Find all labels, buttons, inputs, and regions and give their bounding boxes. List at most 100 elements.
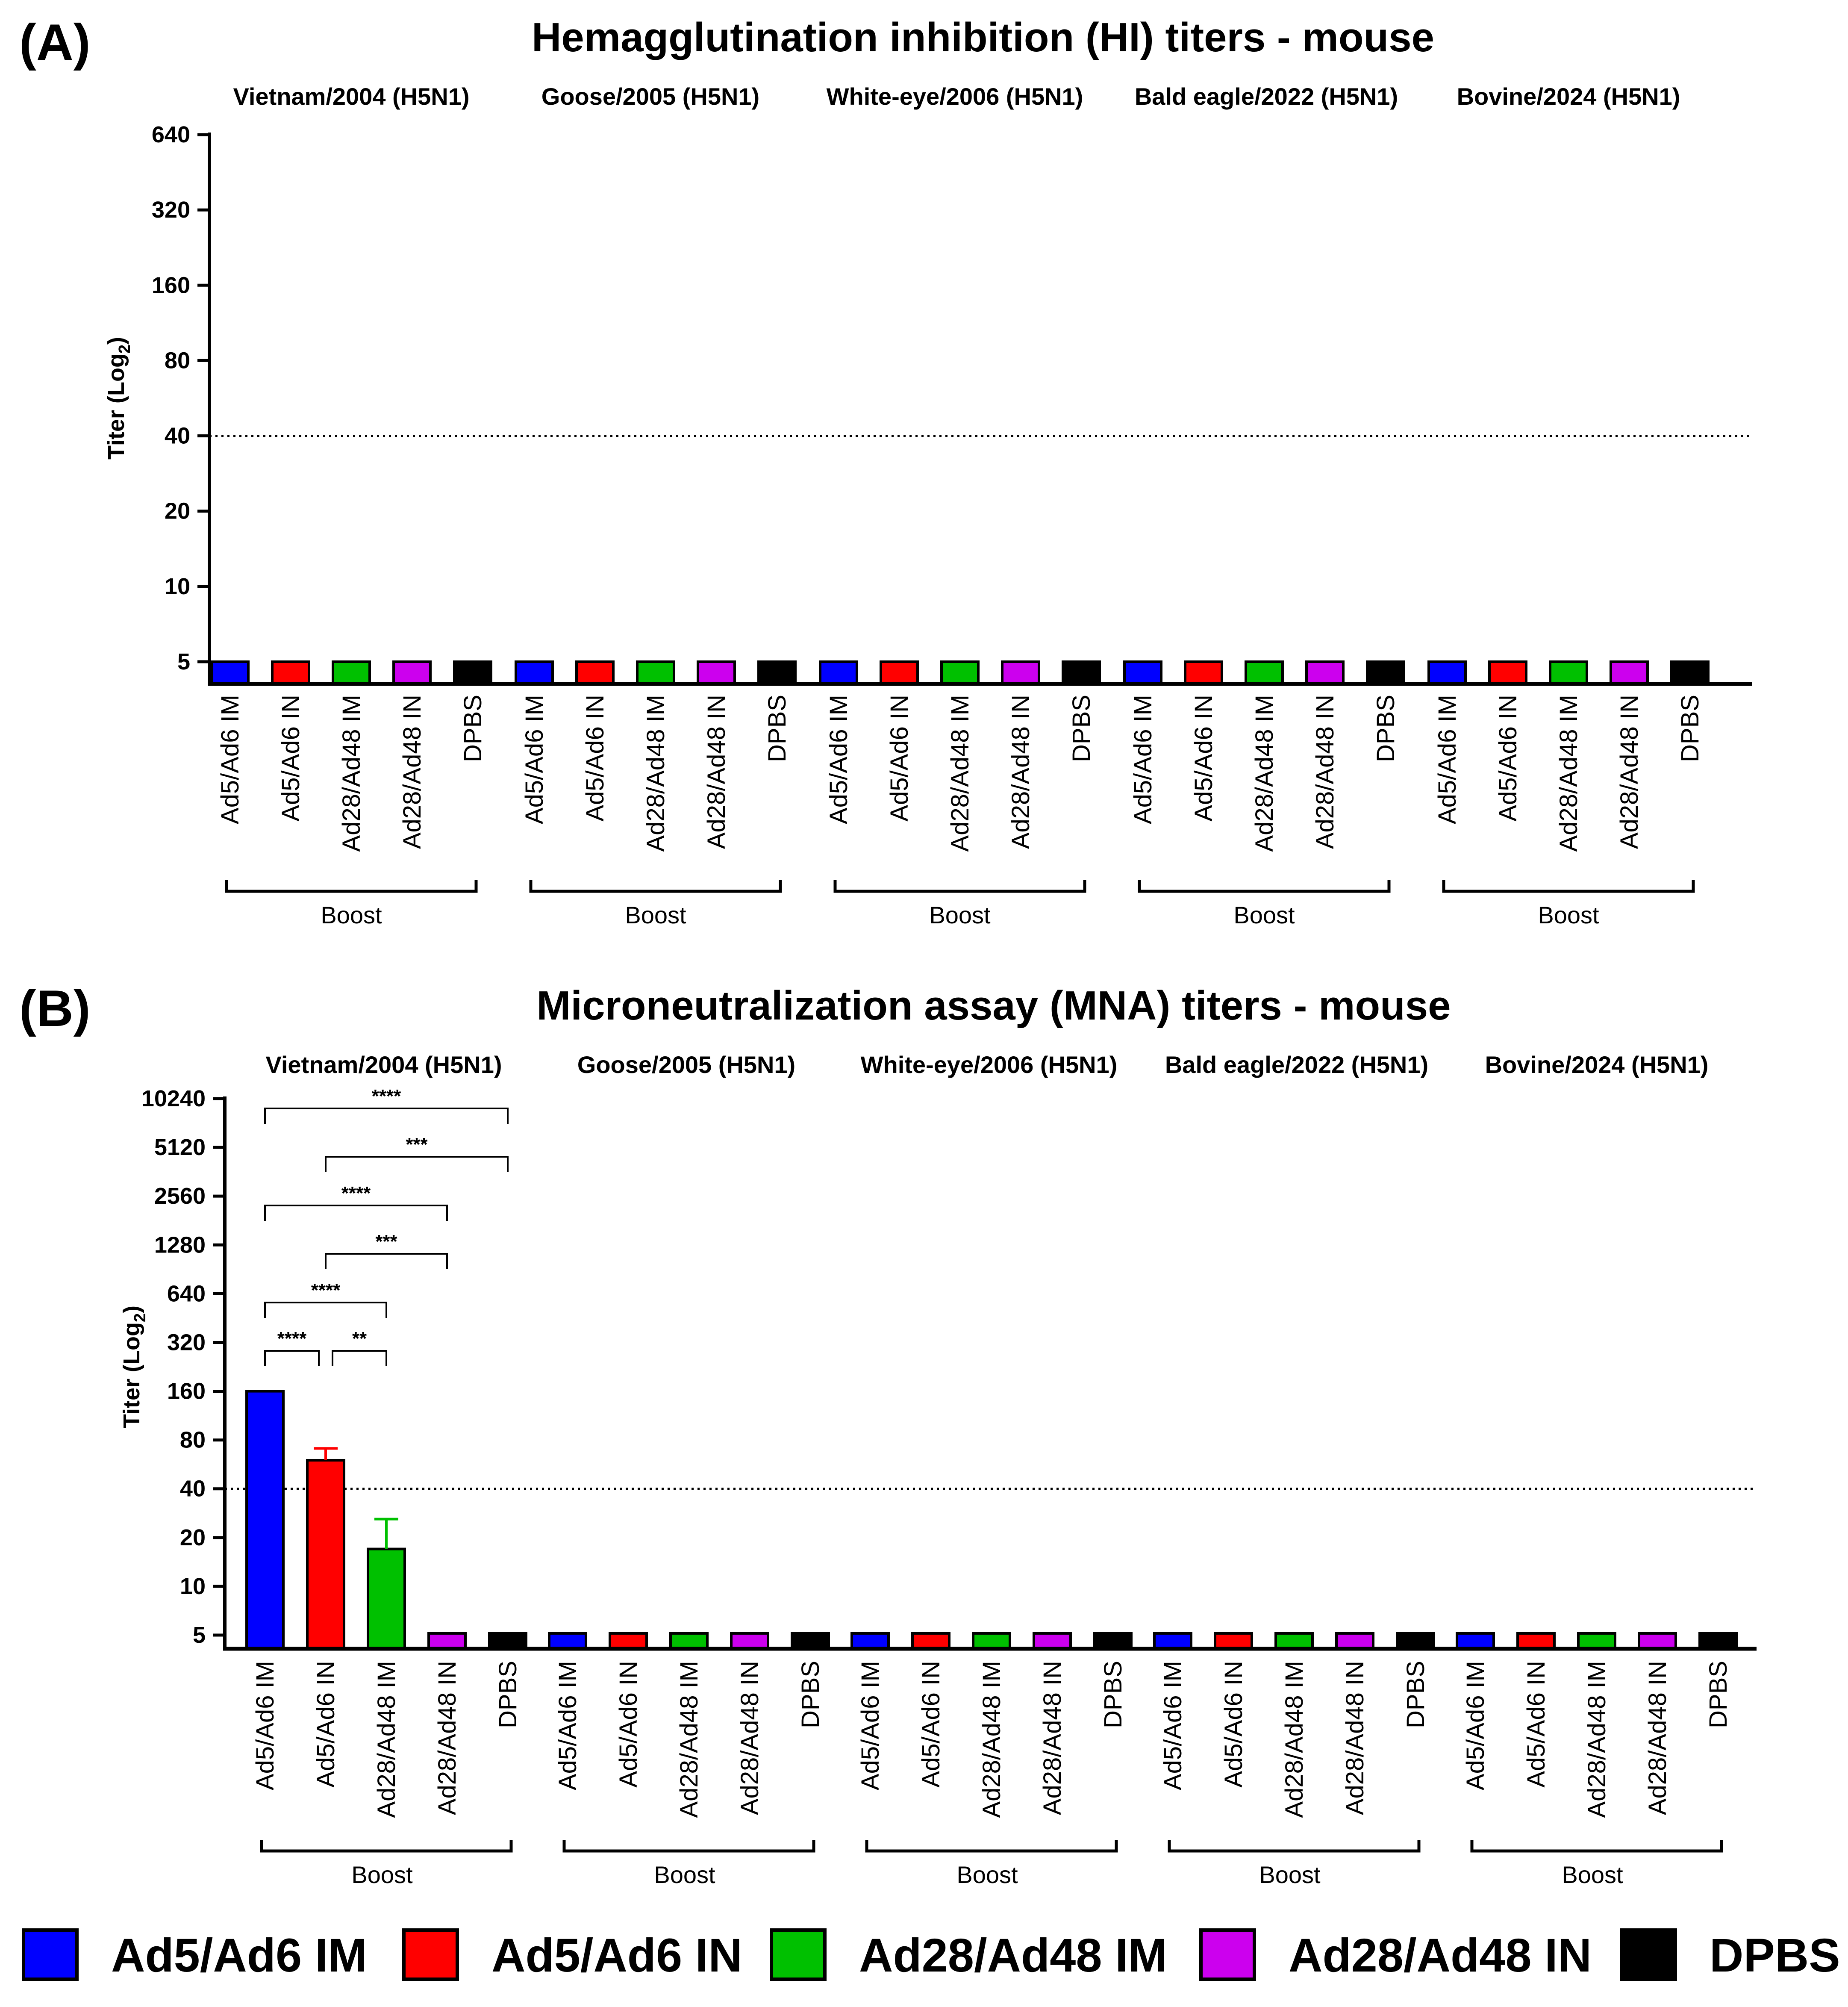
legend-label: DPBS	[1710, 1929, 1840, 1982]
group-bracket	[562, 1840, 815, 1853]
strain-label: White-eye/2006 (H5N1)	[827, 83, 1083, 110]
bar	[1153, 1632, 1192, 1650]
y-tick-label: 10	[165, 574, 190, 599]
bar	[367, 1547, 406, 1650]
panel-b: (B) Microneutralization assay (MNA) titer…	[19, 980, 1757, 1888]
y-tick-label: 2560	[154, 1183, 206, 1209]
x-tick-label: DPBS	[1704, 1661, 1732, 1728]
group-label: Boost	[1562, 1861, 1623, 1888]
panel-a: (A) Hemagglutination inhibition (HI) tite…	[19, 14, 1752, 928]
x-tick-label: Ad28/Ad48 IM	[373, 1661, 400, 1818]
significance-label: ****	[311, 1280, 341, 1301]
x-tick-label: Ad5/Ad6 IN	[1494, 695, 1522, 822]
bar	[1001, 660, 1040, 685]
bar	[1638, 1632, 1677, 1650]
group-bracket	[1168, 1840, 1421, 1853]
x-tick-label: Ad28/Ad48 IM	[946, 695, 974, 852]
group-bracket	[1442, 880, 1695, 893]
bar	[636, 660, 675, 685]
significance-label: ****	[341, 1183, 371, 1204]
y-axis-label-subscript: 2	[116, 345, 134, 354]
y-tick-label: 5	[177, 649, 190, 675]
bar	[1456, 1632, 1495, 1650]
x-tick-label: DPBS	[797, 1661, 824, 1728]
x-tick-label: Ad28/Ad48 IM	[978, 1661, 1006, 1818]
bar	[245, 1390, 285, 1650]
group-label: Boost	[351, 1861, 413, 1888]
bar	[1698, 1632, 1738, 1650]
bar	[1670, 660, 1710, 685]
bar	[819, 660, 858, 685]
legend-label: Ad5/Ad6 IN	[491, 1929, 742, 1982]
x-tick-label: Ad5/Ad6 IM	[216, 695, 244, 824]
strain-label: Vietnam/2004 (H5N1)	[266, 1051, 502, 1078]
legend-swatch	[770, 1928, 827, 1981]
panel-label: (B)	[19, 980, 91, 1037]
y-tick-label: 10	[180, 1574, 206, 1599]
group-label: Boost	[654, 1861, 715, 1888]
bar	[730, 1632, 769, 1650]
bar	[940, 660, 980, 685]
significance-bracket	[332, 1350, 387, 1366]
legend-label: Ad28/Ad48 IM	[859, 1929, 1167, 1982]
legend-label: Ad5/Ad6 IM	[111, 1929, 367, 1982]
strain-label: Bald eagle/2022 (H5N1)	[1165, 1051, 1428, 1078]
significance-bracket	[264, 1302, 387, 1318]
bar	[1274, 1632, 1314, 1650]
significance-bracket	[264, 1205, 448, 1221]
y-axis-label: Titer (Log2)	[103, 337, 134, 460]
bar	[1488, 660, 1527, 685]
x-tick-label: Ad5/Ad6 IM	[1159, 1661, 1187, 1790]
x-tick-label: DPBS	[1402, 1661, 1430, 1728]
group-label: Boost	[956, 1861, 1018, 1888]
x-tick-label: Ad28/Ad48 IN	[1311, 695, 1339, 849]
y-tick-label: 320	[152, 197, 190, 223]
bar	[1427, 660, 1467, 685]
x-tick-label: DPBS	[1372, 695, 1400, 762]
bar	[1610, 660, 1649, 685]
x-tick-label: Ad5/Ad6 IN	[312, 1661, 340, 1788]
y-tick-label: 1280	[154, 1232, 206, 1258]
x-tick-label: Ad28/Ad48 IM	[1251, 695, 1278, 852]
bar	[427, 1632, 467, 1650]
bar	[1062, 660, 1101, 685]
panel-label: (A)	[19, 14, 91, 71]
chart-title: Hemagglutination inhibition (HI) titers …	[532, 15, 1434, 60]
legend-swatch	[1199, 1928, 1256, 1981]
y-tick-label: 80	[165, 348, 190, 373]
x-tick-label: Ad28/Ad48 IM	[1555, 695, 1583, 852]
bar	[548, 1632, 587, 1650]
x-tick-label: Ad28/Ad48 IN	[703, 695, 730, 849]
x-tick-label: Ad28/Ad48 IN	[1616, 695, 1643, 849]
significance-label: ****	[372, 1086, 401, 1107]
bar	[1093, 1632, 1133, 1650]
x-tick-label: Ad5/Ad6 IM	[554, 1661, 582, 1790]
x-tick-label: Ad5/Ad6 IN	[615, 1661, 642, 1788]
x-tick-label: Ad5/Ad6 IM	[1433, 695, 1461, 824]
bar	[1184, 660, 1223, 685]
legend-label: Ad28/Ad48 IN	[1289, 1929, 1592, 1982]
group-bracket	[833, 880, 1086, 893]
y-axis-label-close: )	[119, 1306, 144, 1313]
significance-bracket	[264, 1350, 320, 1366]
x-tick-label: Ad5/Ad6 IN	[886, 695, 913, 822]
bar	[575, 660, 615, 685]
x-tick-label: Ad5/Ad6 IN	[277, 695, 305, 822]
group-bracket	[225, 880, 478, 893]
significance-label: ****	[277, 1328, 307, 1349]
bar	[488, 1632, 527, 1650]
y-tick-label: 20	[165, 498, 190, 524]
bar	[306, 1459, 345, 1650]
strain-label: Bovine/2024 (H5N1)	[1457, 83, 1680, 110]
y-tick-label: 640	[152, 122, 190, 147]
chart-title: Microneutralization assay (MNA) titers -…	[536, 983, 1451, 1029]
x-tick-label: Ad28/Ad48 IN	[1039, 1661, 1066, 1815]
group-label: Boost	[1233, 902, 1295, 928]
x-tick-label: Ad5/Ad6 IM	[251, 1661, 279, 1790]
significance-bracket	[264, 1108, 509, 1124]
group-bracket	[529, 880, 782, 893]
x-tick-label: Ad28/Ad48 IM	[642, 695, 670, 852]
group-bracket	[260, 1840, 513, 1853]
y-tick-label: 160	[152, 272, 190, 298]
strain-label: Goose/2005 (H5N1)	[541, 83, 759, 110]
